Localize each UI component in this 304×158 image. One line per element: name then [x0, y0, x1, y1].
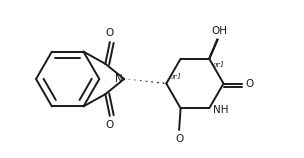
Text: NH: NH — [213, 105, 228, 115]
Text: or1: or1 — [170, 73, 182, 81]
Text: O: O — [106, 120, 114, 130]
Text: OH: OH — [211, 26, 227, 36]
Text: O: O — [175, 134, 183, 144]
Text: or1: or1 — [213, 61, 225, 69]
Polygon shape — [209, 39, 218, 59]
Text: N: N — [115, 74, 123, 84]
Text: O: O — [245, 79, 254, 88]
Polygon shape — [209, 39, 218, 59]
Text: O: O — [106, 28, 114, 38]
